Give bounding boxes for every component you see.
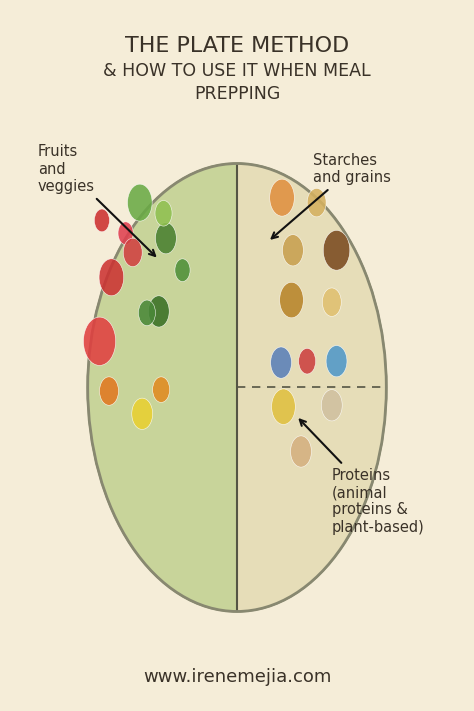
Wedge shape <box>237 164 386 387</box>
Circle shape <box>283 235 303 266</box>
Circle shape <box>99 259 124 296</box>
Text: Fruits
and
veggies: Fruits and veggies <box>38 144 155 256</box>
Circle shape <box>88 164 386 611</box>
Text: THE PLATE METHOD: THE PLATE METHOD <box>125 36 349 56</box>
Circle shape <box>153 377 170 402</box>
Circle shape <box>94 209 109 232</box>
Circle shape <box>138 300 155 326</box>
Text: PREPPING: PREPPING <box>194 85 280 103</box>
Circle shape <box>272 389 295 424</box>
Circle shape <box>270 179 294 216</box>
Circle shape <box>175 259 190 282</box>
Circle shape <box>123 238 142 267</box>
Circle shape <box>291 436 311 467</box>
Circle shape <box>307 188 326 217</box>
Circle shape <box>100 377 118 405</box>
Circle shape <box>132 398 153 429</box>
Circle shape <box>155 201 172 226</box>
Text: & HOW TO USE IT WHEN MEAL: & HOW TO USE IT WHEN MEAL <box>103 62 371 80</box>
Wedge shape <box>237 387 386 611</box>
Circle shape <box>155 223 176 254</box>
Circle shape <box>118 222 133 245</box>
Circle shape <box>148 296 169 327</box>
Circle shape <box>323 230 350 270</box>
Circle shape <box>321 390 342 421</box>
Circle shape <box>83 317 116 365</box>
Text: Proteins
(animal
proteins &
plant-based): Proteins (animal proteins & plant-based) <box>300 419 425 535</box>
Circle shape <box>322 288 341 316</box>
Circle shape <box>326 346 347 377</box>
Circle shape <box>271 347 292 378</box>
Text: www.irenemejia.com: www.irenemejia.com <box>143 668 331 686</box>
Text: Starches
and grains: Starches and grains <box>272 153 391 238</box>
Circle shape <box>128 184 152 221</box>
Circle shape <box>280 282 303 318</box>
Wedge shape <box>88 164 237 611</box>
Circle shape <box>299 348 316 374</box>
